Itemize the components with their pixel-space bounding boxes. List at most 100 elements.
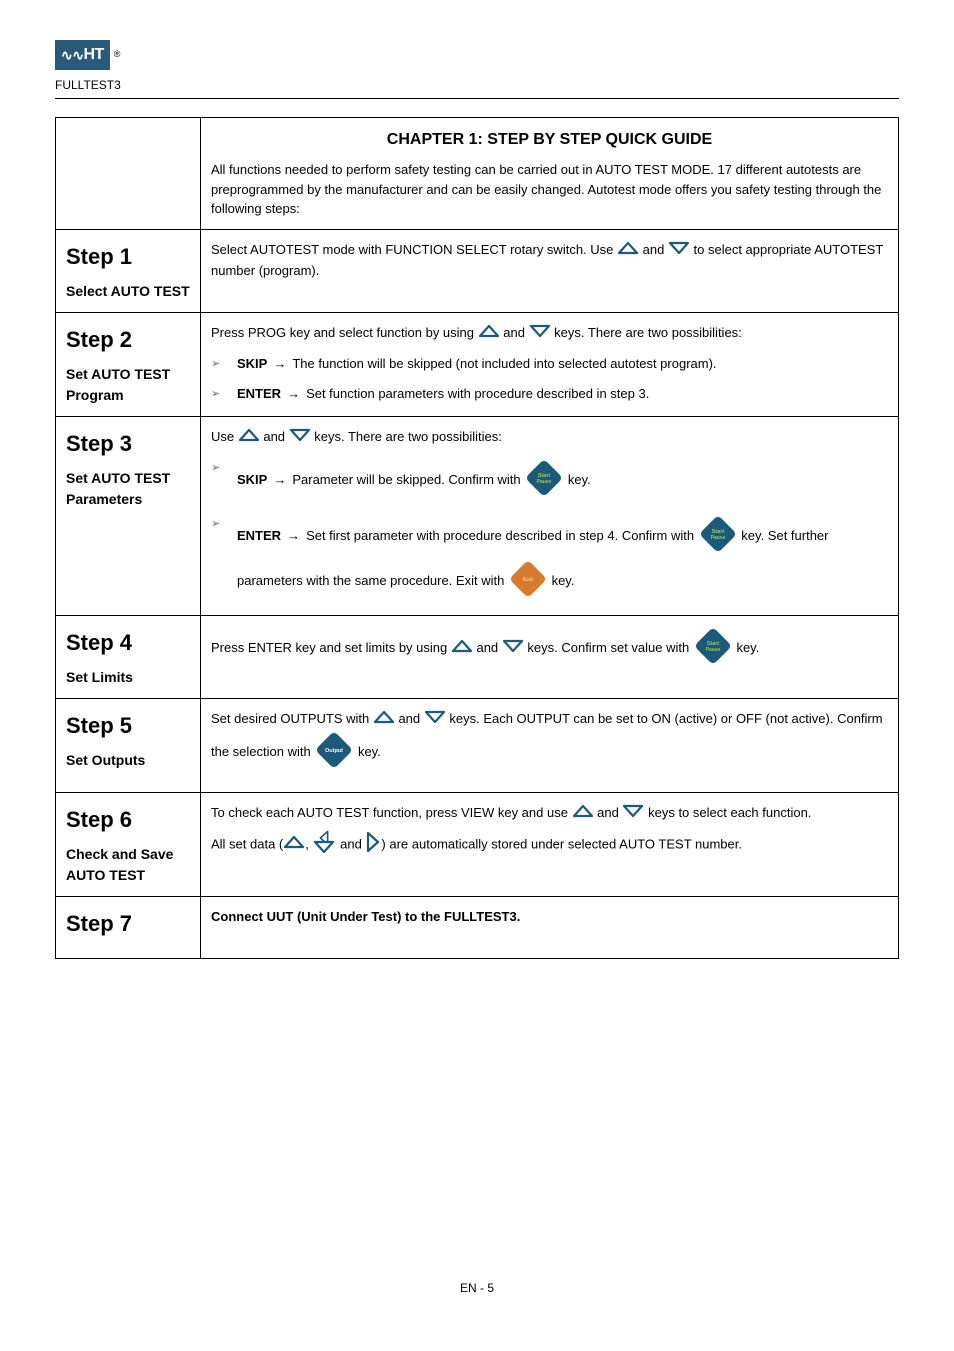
arrow-up-icon [572,803,594,825]
step-title: Step 7 [66,907,190,940]
text-span: and [395,711,424,726]
sublist-item: ➢ENTER→Set first parameter with procedur… [211,514,888,605]
step-line: Set desired OUTPUTS with and keys. Each … [211,709,888,776]
svg-text:Pause: Pause [705,647,720,653]
step-title: Step 5 [66,709,190,742]
text-span: keys to select each function. [644,805,811,820]
page-footer: EN - 5 [55,1279,899,1297]
sublist-text: The function will be skipped (not includ… [292,356,716,371]
step-left-cell: Step 6 Check and Save AUTO TEST [56,792,201,896]
arrow-up-icon [283,834,305,856]
text-span: key. [733,640,760,655]
header-divider [55,98,899,99]
table-row: Step 5Set OutputsSet desired OUTPUTS wit… [56,698,899,792]
text-span: key. [354,744,381,759]
text-span: Set desired OUTPUTS with [211,711,373,726]
chapter-title: CHAPTER 1: STEP BY STEP QUICK GUIDE [211,128,888,152]
arrow-up-icon [617,240,639,262]
step-left-cell: Step 4 Set Limits [56,615,201,698]
text-span: and [639,242,668,257]
step-right-cell: To check each AUTO TEST function, press … [201,792,899,896]
chapter-row: CHAPTER 1: STEP BY STEP QUICK GUIDE All … [56,118,899,230]
arrow-right-icon: → [273,356,286,371]
arrow-down-icon [668,240,690,262]
table-row: Step 6 Check and Save AUTO TEST To check e… [56,792,899,896]
bullet-icon: ➢ [211,514,237,605]
step-subtitle: Set Limits [66,667,190,688]
arrow-down-icon [289,427,311,449]
arrow-right-icon: → [287,386,300,401]
step-right-cell: Use and keys. There are two possibilitie… [201,416,899,615]
step-title: Step 6 [66,803,190,836]
step-left-cell: Step 7 [56,896,201,958]
step-line: Connect UUT (Unit Under Test) to the FUL… [211,907,888,927]
steps-table: CHAPTER 1: STEP BY STEP QUICK GUIDE All … [55,117,899,959]
table-row: Step 4 Set Limits Press ENTER key and set … [56,615,899,698]
text-span: keys. Confirm set value with [524,640,693,655]
table-row: Step 1 Select AUTO TEST Select AUTOTEST mo… [56,229,899,312]
svg-text:Pause: Pause [537,479,552,485]
step-title: Step 3 [66,427,190,460]
step-title: Step 4 [66,626,190,659]
chapter-left-cell [56,118,201,230]
text-span: All set data ( [211,836,283,851]
step-subtitle: Check and Save AUTO TEST [66,844,190,886]
arrow-down-icon [502,638,524,660]
arrow-down-icon [529,323,551,345]
chapter-right-cell: CHAPTER 1: STEP BY STEP QUICK GUIDE All … [201,118,899,230]
step-line: Press ENTER key and set limits by using … [211,626,888,672]
logo: ∿∿HT [55,40,110,70]
table-row: Step 7 Connect UUT (Unit Under Test) to t… [56,896,899,958]
bullet-icon: ➢ [211,384,237,404]
sublist-label: SKIP [237,472,267,487]
step-subtitle: Set AUTO TEST Parameters [66,468,190,510]
arrow-up-icon [478,323,500,345]
text-span: and [260,429,289,444]
text-span: Use [211,429,238,444]
registered-mark: ® [114,48,121,62]
svg-text:Pause: Pause [710,535,725,541]
step-line: To check each AUTO TEST function, press … [211,803,888,825]
step-subtitle: Select AUTO TEST [66,281,190,302]
sublist-item: ➢ENTER→Set function parameters with proc… [211,384,888,404]
sublist-label: ENTER [237,528,281,543]
arrow-up-icon [238,427,260,449]
arrow-up-icon [373,709,395,731]
arrow-down-icon [622,803,644,825]
text-span: key. [564,472,591,487]
text-span: Press ENTER key and set limits by using [211,640,451,655]
text-span: , [305,836,312,851]
text-span: To check each AUTO TEST function, press … [211,805,572,820]
step-line: Select AUTOTEST mode with FUNCTION SELEC… [211,240,888,281]
text-span: and [337,836,366,851]
step-right-cell: Press ENTER key and set limits by using … [201,615,899,698]
table-row: Step 2Set AUTO TEST Program Press PROG ke… [56,312,899,416]
text-span: and [594,805,623,820]
arrow-right-icon [365,831,381,859]
start-button-icon: StartPause [693,626,733,672]
arrow-up-icon [451,638,473,660]
chapter-body: All functions needed to perform safety t… [211,160,888,219]
sublist-label: SKIP [237,356,267,371]
step-right-cell: Select AUTOTEST mode with FUNCTION SELEC… [201,229,899,312]
step-subtitle: Set AUTO TEST Program [66,364,190,406]
sublist-item: ➢SKIP→The function will be skipped (not … [211,354,888,374]
arrow-right-icon: → [273,472,286,487]
product-name: FULLTEST3 [55,76,899,94]
text-span: keys. There are two possibilities: [551,325,742,340]
text-span: key. [548,573,575,588]
svg-text:Exit: Exit [523,577,533,583]
text-span: and [500,325,529,340]
header: ∿∿HT ® [55,40,899,70]
step-left-cell: Step 2Set AUTO TEST Program [56,312,201,416]
sublist-item: ➢SKIP → Parameter will be skipped. Confirm… [211,458,888,504]
text-span: ) are automatically stored under selecte… [381,836,742,851]
start-button-icon: StartPause [698,514,738,560]
step-left-cell: Step 1 Select AUTO TEST [56,229,201,312]
text-span: Parameter will be skipped. Confirm with [292,472,524,487]
step-line: Press PROG key and select function by us… [211,323,888,345]
text-span: and [473,640,502,655]
bullet-icon: ➢ [211,458,237,504]
step-title: Step 1 [66,240,190,273]
output-button-icon: Output [314,730,354,776]
